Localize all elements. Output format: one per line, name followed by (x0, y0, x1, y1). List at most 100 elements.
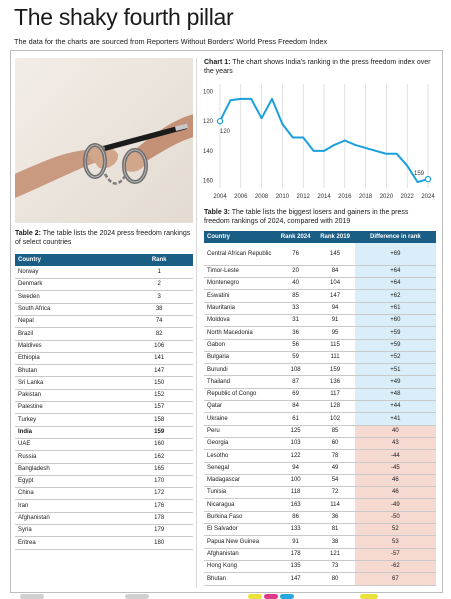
table3-cell-rank2019: 128 (315, 400, 355, 414)
chart1-x-tick-label: 2014 (317, 194, 331, 200)
table3-header-rank2019: Rank 2019 (315, 231, 355, 244)
table2-cell-country: Denmark (15, 278, 126, 292)
table3-cell-rank2019: 115 (315, 339, 355, 352)
table3-cell-difference: +69 (354, 243, 436, 266)
chart1-point (333, 144, 336, 146)
table3-cell-difference: 46 (354, 474, 436, 488)
table3-row: Georgia 103 60 43 (204, 437, 436, 451)
chart1-x-tick-label: 2022 (401, 194, 415, 200)
table2-cell-rank: 141 (125, 352, 193, 366)
table2-cell-country: Iran (15, 499, 126, 513)
table3-cell-country: Central African Republic (204, 243, 276, 266)
table3-cell-country: Bhutan (204, 572, 276, 586)
table3-cell-rank2019: 159 (315, 363, 355, 377)
table2-row: Bangladesh 165 (15, 463, 193, 476)
table3-cell-rank2024: 108 (275, 363, 316, 377)
table2-cell-rank: 180 (125, 536, 193, 550)
table3-cell-country: Nicaragua (204, 498, 276, 512)
table3-row: Madagascar 100 54 46 (204, 474, 436, 488)
table3-cell-rank2019: 121 (315, 548, 355, 561)
chart1-y-tick-label: 120 (203, 119, 214, 125)
table3-cell-country: Peru (204, 425, 276, 438)
chart1-point (271, 97, 273, 100)
table2-row: Palestine 157 (15, 401, 193, 415)
table2-row: Maldives 106 (15, 340, 193, 353)
table3-header-country: Country (204, 231, 276, 244)
table3-row: Burundi 108 159 +51 (204, 363, 436, 377)
table3-cell-difference: 67 (354, 572, 436, 586)
table2-cell-rank: 160 (125, 438, 193, 452)
table3-row: North Macedonia 36 95 +59 (204, 326, 436, 340)
table2-cell-rank: 150 (125, 376, 193, 390)
table3-row: Ukraine 61 102 +41 (204, 412, 436, 426)
table3-row: Peru 125 85 40 (204, 425, 436, 438)
chart1-point (406, 164, 409, 167)
table3-cell-rank2024: 40 (275, 277, 316, 291)
footer-registration-bar (10, 594, 443, 599)
table2-cell-rank: 147 (125, 364, 193, 378)
table3-cell-rank2024: 69 (275, 388, 316, 402)
table3-cell-rank2019: 78 (315, 449, 355, 463)
chart1-x-tick-label: 2012 (297, 194, 311, 200)
chart1-point (395, 152, 398, 155)
table2-cell-country: UAE (15, 438, 126, 452)
table3-cell-difference: +64 (354, 265, 436, 279)
table2-cell-country: Eritrea (15, 536, 126, 550)
table3-cell-rank2024: 94 (275, 462, 316, 475)
table3-caption-label: Table 3: (204, 209, 230, 216)
table3-cell-difference: +49 (354, 375, 436, 389)
table3-cell-rank2024: 36 (275, 326, 316, 340)
table2-row: India 159 (15, 426, 193, 439)
table2-row: South Africa 38 (15, 303, 193, 316)
table2-cell-rank: 106 (125, 340, 193, 353)
chart1-point (343, 139, 346, 142)
chart1-point (354, 144, 357, 146)
table3-row: Central African Republic 76 145 +69 (204, 243, 436, 266)
table3-cell-country: North Macedonia (204, 326, 276, 340)
table2-caption-text: The table lists the 2024 press freedom r… (15, 230, 191, 247)
table3-cell-difference: +41 (354, 412, 436, 426)
chart1-data-label: 159 (414, 171, 425, 177)
table3-cell-country: Hong Kong (204, 560, 276, 574)
table3-cell-country: Burundi (204, 363, 276, 377)
chart1-point (250, 97, 253, 100)
table3-cell-country: El Salvador (204, 523, 276, 537)
table2-cell-country: Palestine (15, 401, 126, 415)
table3-cell-rank2024: 122 (275, 449, 316, 463)
table2-row: Egypt 170 (15, 475, 193, 489)
chart1-point (229, 99, 232, 102)
table3-cell-country: Bulgaria (204, 351, 276, 365)
table3-cell-rank2024: 31 (275, 314, 316, 328)
table3-cell-rank2024: 87 (275, 375, 316, 389)
chart1-x-tick-label: 2018 (359, 194, 373, 200)
table2-cell-rank: 82 (125, 327, 193, 341)
table3-caption: Table 3: The table lists the biggest los… (204, 209, 436, 226)
table3-cell-difference: -50 (354, 511, 436, 525)
table2-cell-rank: 2 (125, 278, 193, 292)
table2-cell-country: Pakistan (15, 389, 126, 403)
table3-cell-rank2019: 111 (315, 351, 355, 365)
table2-cell-country: Ethiopia (15, 352, 126, 366)
table2-cell-country: Bhutan (15, 364, 126, 378)
chart1-point (364, 146, 367, 149)
table2-cell-country: Sri Lanka (15, 376, 126, 390)
table3-cell-country: Montenegro (204, 277, 276, 291)
table2-cell-country: Egypt (15, 475, 126, 489)
table3-cell-rank2019: 104 (315, 277, 355, 291)
table3-cell-rank2024: 133 (275, 523, 316, 537)
table3-row: Nicaragua 163 114 -49 (204, 498, 436, 512)
table3-cell-rank2019: 80 (315, 572, 355, 586)
table3-row: Moldova 31 91 +60 (204, 314, 436, 328)
table3-cell-difference: +60 (354, 314, 436, 328)
chart1-caption-text: The chart shows India's ranking in the p… (204, 59, 431, 76)
table3-cell-country: Timor-Leste (204, 265, 276, 279)
chart1-x-tick-label: 2010 (276, 194, 290, 200)
table2-row: Brazil 82 (15, 327, 193, 341)
chart1-caption: Chart 1: The chart shows India's ranking… (204, 58, 436, 76)
table3-row: Senegal 94 49 -45 (204, 462, 436, 475)
table3-caption-text: The table lists the biggest losers and g… (204, 209, 409, 225)
table2-caption: Table 2: The table lists the 2024 press … (15, 229, 193, 247)
table3-cell-rank2024: 118 (275, 486, 316, 500)
table3-row: Mauritania 33 94 +61 (204, 302, 436, 315)
table2-row: Ethiopia 141 (15, 352, 193, 366)
